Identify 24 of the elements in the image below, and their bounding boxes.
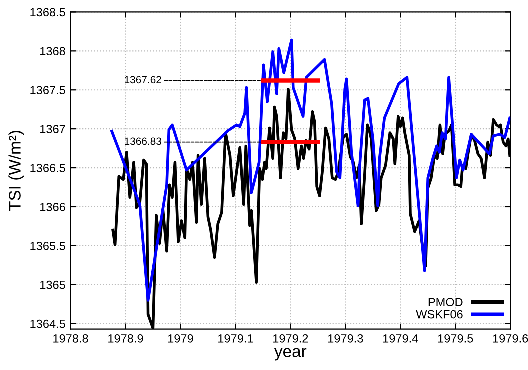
y-tick-label: 1367: [40, 125, 66, 134]
x-tick-label: 1979.3: [328, 334, 364, 343]
y-tick-label: 1368: [40, 47, 66, 56]
y-tick-label: 1365: [40, 280, 66, 290]
x-tick-label: 1979.2: [274, 334, 308, 343]
x-tick-label: 1979.1: [218, 334, 254, 343]
legend-label: WSKF06: [416, 310, 463, 319]
annotation: 1366.83: [125, 138, 162, 146]
x-axis-title: year: [274, 348, 307, 361]
legend-label: PMOD: [428, 298, 463, 307]
x-tick-label: 1979: [168, 334, 194, 343]
y-tick-label: 1364.5: [30, 320, 66, 328]
y-axis-title: TSI (W/m²): [8, 131, 24, 212]
y-tick-label: 1366.5: [30, 164, 66, 172]
y-tick-label: 1365.5: [30, 242, 66, 250]
x-tick-label: 1978.8: [54, 334, 88, 343]
x-tick-label: 1978.9: [108, 334, 144, 343]
x-tick-label: 1979.5: [438, 334, 474, 343]
y-tick-label: 1367.5: [30, 86, 66, 95]
y-tick-label: 1368.5: [30, 8, 66, 17]
x-tick-label: 1979.6: [493, 334, 528, 343]
annotation: 1367.62: [125, 76, 162, 84]
x-tick-label: 1979.4: [383, 334, 418, 343]
y-tick-label: 1366: [40, 203, 66, 212]
